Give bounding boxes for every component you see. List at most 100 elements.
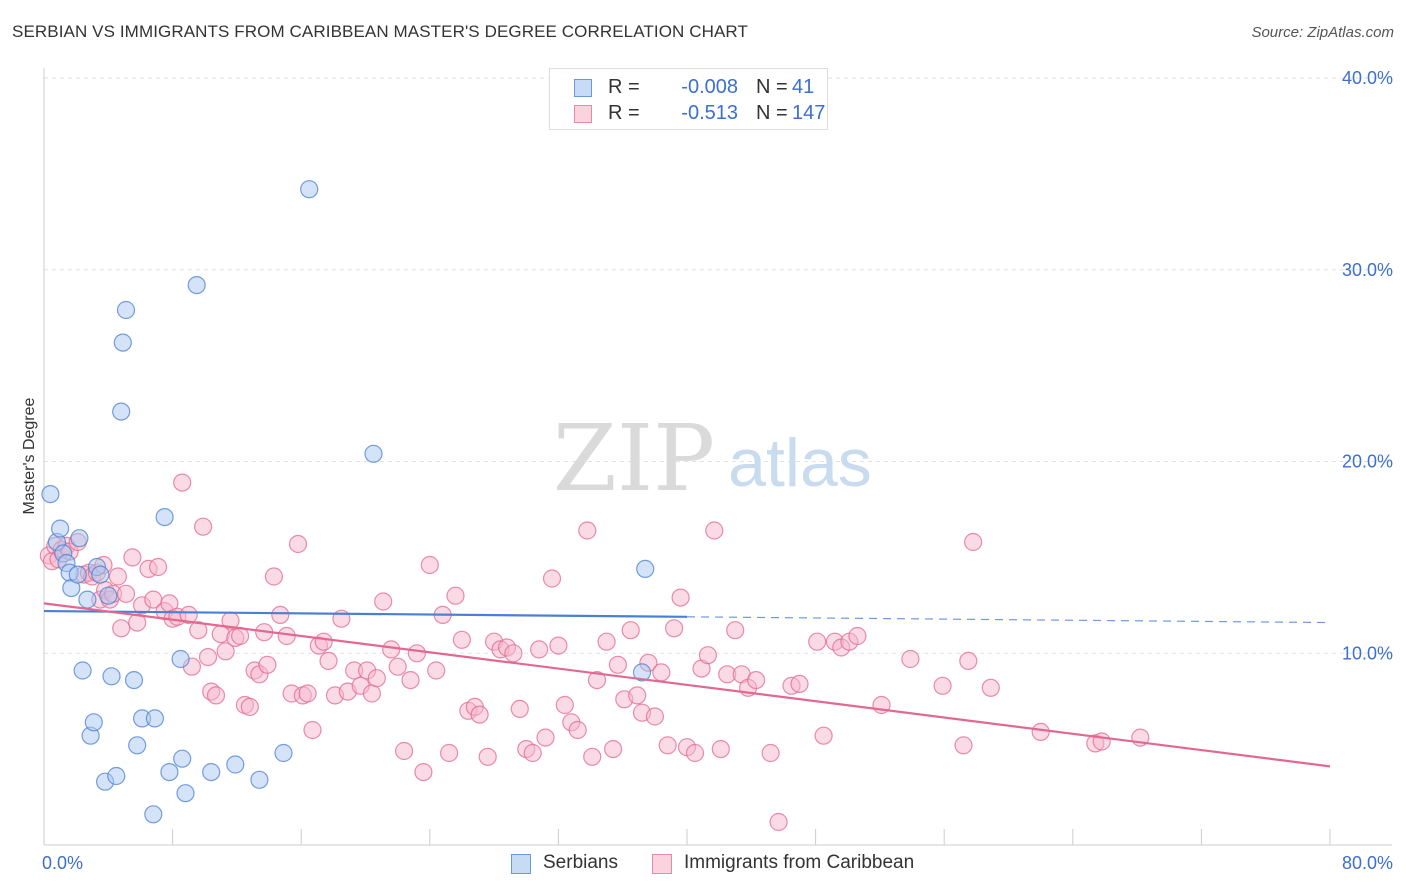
legend-swatch-serbians [574, 79, 592, 97]
point-serbians [84, 713, 103, 732]
axes [43, 68, 1392, 846]
point-caribbean [314, 632, 333, 651]
point-serbians [124, 670, 144, 690]
trend-line-serbians-extension [686, 616, 1331, 624]
point-caribbean [628, 686, 647, 705]
point-caribbean [621, 621, 640, 640]
point-caribbean [189, 621, 208, 640]
point-caribbean [954, 736, 973, 755]
point-serbians [50, 519, 70, 538]
y-axis-label: Master's Degree [21, 397, 38, 514]
point-caribbean [478, 747, 497, 766]
point-caribbean [645, 707, 665, 726]
bottom-legend-label-serbians: Serbians [543, 852, 618, 873]
point-caribbean [149, 557, 168, 577]
tick-labels: 10.0% 20.0% 30.0% 40.0% 0.0% 80.0% [42, 68, 1393, 873]
point-serbians [91, 565, 110, 584]
point-caribbean [568, 720, 587, 740]
point-caribbean [848, 626, 867, 646]
legend-r-value: -0.513 [681, 102, 738, 124]
point-caribbean [362, 684, 381, 703]
point-caribbean [504, 644, 523, 663]
bottom-legend-swatch-caribbean [652, 854, 672, 874]
point-caribbean [367, 669, 386, 688]
point-caribbean [271, 605, 290, 625]
correlation-legend: R = -0.008 N = 41 R = -0.513 N = 147 [549, 68, 828, 130]
watermark: ZIP atlas [553, 405, 872, 512]
series-serbians [41, 180, 655, 824]
point-caribbean [264, 567, 283, 586]
point-caribbean [761, 743, 780, 763]
point-serbians [632, 663, 652, 682]
bottom-legend-label-caribbean: Immigrants from Caribbean [684, 852, 915, 873]
y-tick-label: 10.0% [1342, 643, 1393, 663]
point-caribbean [901, 649, 920, 669]
point-serbians [128, 736, 147, 755]
point-serbians [187, 276, 206, 295]
point-caribbean [711, 739, 730, 759]
point-caribbean [1092, 732, 1111, 751]
point-caribbean [652, 663, 671, 682]
point-caribbean [388, 657, 407, 676]
point-caribbean [452, 630, 471, 649]
point-serbians [107, 766, 126, 786]
point-serbians [73, 661, 92, 680]
point-serbians [155, 507, 174, 527]
point-caribbean [769, 812, 788, 832]
legend-n-value: 41 [792, 76, 815, 98]
point-caribbean [963, 532, 983, 552]
point-caribbean [382, 640, 401, 659]
point-caribbean [298, 684, 317, 703]
point-caribbean [671, 588, 690, 607]
point-serbians [250, 770, 269, 789]
point-caribbean [549, 636, 568, 655]
point-caribbean [427, 661, 446, 680]
y-tick-label: 40.0% [1342, 68, 1393, 88]
point-caribbean [555, 695, 574, 715]
point-caribbean [542, 569, 562, 588]
point-caribbean [536, 728, 555, 747]
point-caribbean [523, 743, 542, 763]
point-serbians [99, 586, 118, 605]
point-serbians [300, 180, 319, 199]
legend-r-label: R = [608, 102, 640, 124]
point-serbians [70, 529, 89, 548]
y-tick-label: 30.0% [1342, 260, 1393, 280]
legend-n-value: 147 [792, 102, 826, 124]
point-caribbean [116, 584, 136, 603]
point-serbians [274, 743, 293, 763]
point-caribbean [814, 726, 833, 745]
point-caribbean [194, 517, 213, 536]
point-caribbean [470, 705, 489, 724]
point-caribbean [808, 632, 827, 651]
point-caribbean [258, 655, 277, 674]
point-caribbean [959, 651, 978, 671]
legend-n-label: N = [756, 76, 788, 98]
x-tick-label: 80.0% [1342, 853, 1393, 873]
point-caribbean [698, 646, 718, 665]
point-serbians [173, 749, 192, 768]
point-caribbean [578, 521, 597, 540]
point-caribbean [746, 670, 766, 690]
chart-title: SERBIAN VS IMMIGRANTS FROM CARIBBEAN MAS… [12, 22, 748, 41]
legend-n-label: N = [756, 102, 788, 124]
bottom-legend-swatch-serbians [511, 854, 531, 874]
point-serbians [113, 333, 132, 352]
point-caribbean [981, 678, 1000, 697]
point-caribbean [288, 534, 308, 554]
point-serbians [41, 485, 60, 504]
watermark-atlas: atlas [728, 425, 872, 501]
point-caribbean [608, 655, 628, 674]
point-caribbean [603, 739, 623, 759]
point-caribbean [933, 676, 952, 695]
point-caribbean [179, 605, 198, 625]
y-tick-label: 20.0% [1342, 452, 1393, 472]
point-caribbean [597, 632, 616, 651]
point-caribbean [395, 741, 414, 761]
source-label: Source: ZipAtlas.com [1251, 24, 1394, 41]
x-tick-label: 0.0% [42, 853, 83, 873]
point-caribbean [510, 699, 529, 719]
point-caribbean [1031, 722, 1050, 742]
point-caribbean [587, 670, 607, 690]
